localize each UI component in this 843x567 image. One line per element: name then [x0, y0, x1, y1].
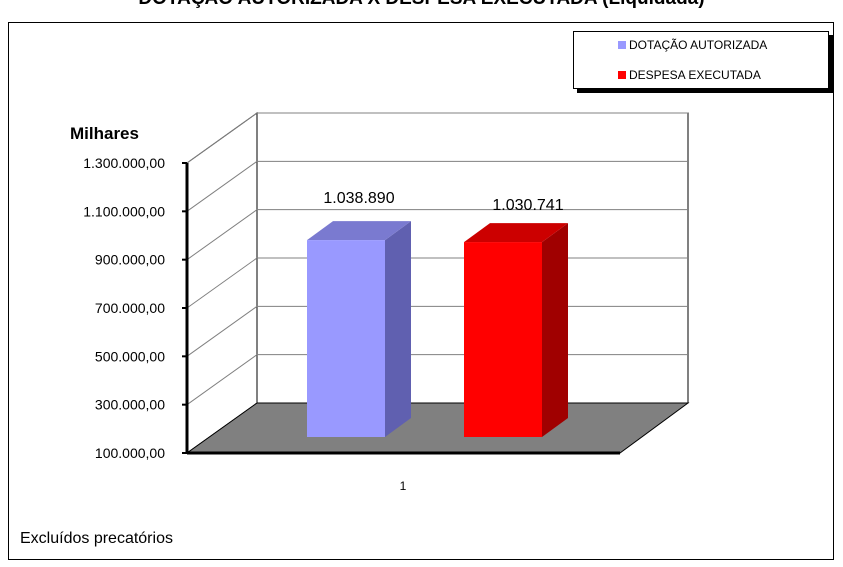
y-tick-label: 700.000,00 — [95, 300, 165, 316]
bar — [464, 242, 542, 437]
gridline-side — [186, 160, 258, 212]
y-tick-label: 100.000,00 — [95, 445, 165, 461]
data-label: 1.038.890 — [323, 190, 394, 207]
bar-top — [307, 221, 411, 241]
chart-legend: DOTAÇÃO AUTORIZADA DESPESA EXECUTADA — [573, 31, 829, 89]
gridline-side — [186, 257, 258, 309]
bar-side — [542, 223, 568, 437]
y-axis-label: Milhares — [70, 124, 139, 143]
legend-label-dotacao: DOTAÇÃO AUTORIZADA — [629, 38, 768, 52]
bar-top — [464, 223, 568, 243]
y-tick-label: 900.000,00 — [95, 252, 165, 268]
y-tick-label: 300.000,00 — [95, 397, 165, 413]
legend-item-despesa: DESPESA EXECUTADA — [618, 68, 761, 82]
gridline-side — [186, 112, 258, 164]
y-tick-label: 500.000,00 — [95, 348, 165, 364]
gridline-side — [186, 209, 258, 261]
legend-item-dotacao: DOTAÇÃO AUTORIZADA — [618, 38, 767, 52]
chart-title: DOTAÇÃO AUTORIZADA X DESPESA EXECUTADA (… — [0, 0, 843, 10]
gridline-side — [186, 305, 258, 357]
y-tick-label: 1.100.000,00 — [83, 203, 165, 219]
bar — [307, 240, 385, 437]
legend-label-despesa: DESPESA EXECUTADA — [629, 68, 761, 82]
legend-swatch-dotacao — [618, 41, 626, 49]
data-label: 1.030.741 — [492, 197, 563, 214]
legend-swatch-despesa — [618, 71, 626, 79]
x-tick-label: 1 — [400, 479, 407, 493]
bar-side — [385, 221, 411, 437]
y-tick-label: 1.300.000,00 — [83, 155, 165, 171]
gridline-side — [186, 354, 258, 406]
chart-floor — [185, 402, 690, 454]
footnote: Excluídos precatórios — [20, 530, 173, 547]
